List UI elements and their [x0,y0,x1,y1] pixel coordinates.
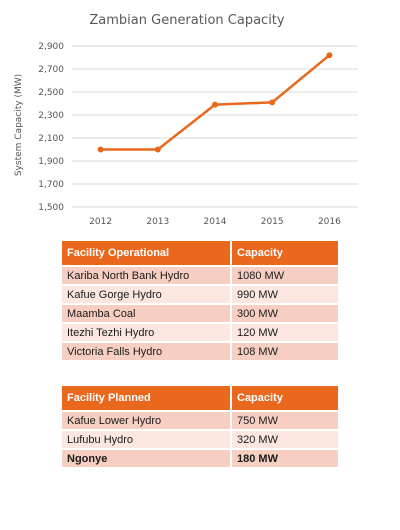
table-row: Victoria Falls Hydro 108 MW [62,343,338,360]
facility-capacity: 990 MW [232,286,338,303]
table-row: Kafue Lower Hydro 750 MW [62,412,338,429]
y-tick-label: 2,700 [38,65,64,75]
y-axis-ticks: 1,500 1,700 1,900 2,100 2,300 2,500 2,700 2,900 [38,42,64,213]
facility-name: Itezhi Tezhi Hydro [62,324,232,341]
facility-name: Kariba North Bank Hydro [62,267,232,284]
operational-facilities-table: Facility Operational Capacity Kariba Nor… [62,239,338,362]
y-tick-label: 1,700 [38,180,64,190]
planned-facilities-table: Facility Planned Capacity Kafue Lower Hy… [62,384,338,469]
table-row: Itezhi Tezhi Hydro 120 MW [62,324,338,341]
data-point [154,146,161,153]
y-tick-label: 2,500 [38,88,64,98]
chart-title: Zambian Generation Capacity [89,13,285,28]
facility-capacity: 120 MW [232,324,338,341]
data-point [97,146,104,153]
data-point [326,52,333,59]
facility-capacity: 108 MW [232,343,338,360]
header-facility: Facility Planned [62,386,232,410]
x-tick-label: 2015 [261,217,284,227]
y-axis-title: System Capacity (MW) [14,74,24,176]
data-point [269,99,276,106]
gridlines [72,45,358,208]
facility-name: Lufubu Hydro [62,431,232,448]
y-tick-label: 1,900 [38,157,64,167]
header-capacity: Capacity [232,386,338,410]
header-facility: Facility Operational [62,241,232,265]
facility-name: Ngonye [62,450,232,467]
header-capacity: Capacity [232,241,338,265]
capacity-line-chart: Zambian Generation Capacity System Capac… [14,13,358,227]
y-tick-label: 1,500 [38,203,64,213]
data-point [212,101,218,108]
facility-capacity: 300 MW [232,305,338,322]
facility-name: Victoria Falls Hydro [62,343,232,360]
x-axis-ticks: 2012 2013 2014 2015 2016 [89,217,341,227]
facility-capacity: 750 MW [232,412,338,429]
facility-capacity: 180 MW [232,450,338,467]
table-row: Maamba Coal 300 MW [62,305,338,322]
y-tick-label: 2,300 [38,111,64,121]
x-tick-label: 2016 [318,217,341,227]
series-capacity [97,52,333,153]
facility-capacity: 1080 MW [232,267,338,284]
facility-name: Maamba Coal [62,305,232,322]
facility-capacity: 320 MW [232,431,338,448]
x-tick-label: 2012 [89,217,112,227]
y-tick-label: 2,900 [38,42,64,52]
table-row: Lufubu Hydro 320 MW [62,431,338,448]
table-row: Kariba North Bank Hydro 1080 MW [62,267,338,284]
table-row: Ngonye 180 MW [62,450,338,467]
x-tick-label: 2013 [146,217,169,227]
x-tick-label: 2014 [204,217,227,227]
y-tick-label: 2,100 [38,134,64,144]
facility-name: Kafue Lower Hydro [62,412,232,429]
facility-name: Kafue Gorge Hydro [62,286,232,303]
table-row: Kafue Gorge Hydro 990 MW [62,286,338,303]
table-header-row: Facility Operational Capacity [62,241,338,265]
table-header-row: Facility Planned Capacity [62,386,338,410]
